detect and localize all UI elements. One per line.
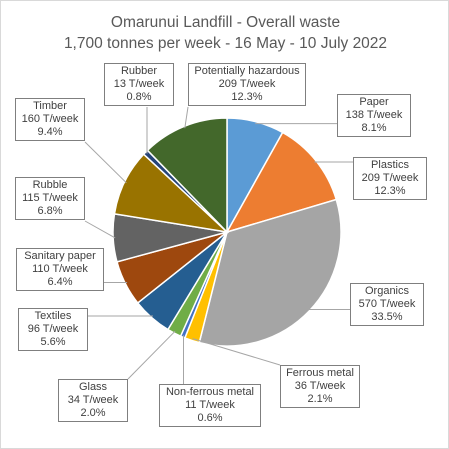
data-label-name: Rubble bbox=[32, 179, 68, 191]
data-label-value: 13 T/week bbox=[113, 78, 165, 90]
data-label-textiles: Textiles 96 T/week 5.6% bbox=[18, 308, 88, 351]
data-label-name: Paper bbox=[359, 96, 389, 108]
data-label-name: Non-ferrous metal bbox=[165, 386, 255, 398]
data-label-name: Textiles bbox=[34, 310, 72, 322]
data-label-name: Timber bbox=[33, 100, 67, 112]
data-label-percent: 8.1% bbox=[361, 122, 387, 134]
data-label-value: 160 T/week bbox=[21, 113, 79, 125]
data-label-rubber: Rubber 13 T/week 0.8% bbox=[104, 63, 174, 106]
data-label-non-ferrous-metal: Non-ferrous metal 11 T/week 0.6% bbox=[159, 384, 261, 427]
pie-slice-potentially-hazardous bbox=[146, 117, 228, 234]
data-label-value: 110 T/week bbox=[32, 263, 88, 275]
data-label-value: 34 T/week bbox=[67, 394, 119, 406]
data-label-name: Rubber bbox=[120, 65, 158, 77]
data-label-percent: 6.4% bbox=[47, 276, 73, 288]
data-label-name: Potentially hazardous bbox=[194, 65, 300, 77]
pie-slice-organics bbox=[198, 198, 342, 347]
data-label-name: Organics bbox=[364, 285, 410, 297]
data-label-potentially-hazardous: Potentially hazardous 209 T/week 12.3% bbox=[188, 63, 306, 106]
data-label-timber: Timber 160 T/week 9.4% bbox=[15, 98, 85, 141]
data-label-value: 209 T/week bbox=[361, 172, 419, 184]
chart-subtitle: 1,700 tonnes per week - 16 May - 10 July… bbox=[63, 35, 388, 52]
data-label-percent: 12.3% bbox=[374, 185, 406, 197]
data-label-name: Ferrous metal bbox=[286, 367, 354, 379]
data-label-percent: 0.6% bbox=[197, 412, 223, 424]
data-label-value: 570 T/week bbox=[358, 298, 416, 310]
data-label-name: Sanitary paper bbox=[24, 250, 96, 262]
data-label-value: 138 T/week bbox=[345, 109, 403, 121]
data-label-percent: 0.8% bbox=[126, 91, 152, 103]
data-label-value: 36 T/week bbox=[294, 380, 346, 392]
leader-line bbox=[184, 106, 189, 129]
data-label-percent: 6.8% bbox=[37, 205, 63, 217]
data-label-value: 96 T/week bbox=[27, 323, 79, 335]
data-label-ferrous-metal: Ferrous metal 36 T/week 2.1% bbox=[280, 365, 360, 408]
leader-line bbox=[84, 141, 127, 184]
data-label-percent: 33.5% bbox=[371, 311, 403, 323]
data-label-percent: 12.3% bbox=[231, 91, 263, 103]
data-label-percent: 5.6% bbox=[40, 336, 66, 348]
data-label-name: Glass bbox=[78, 381, 108, 393]
data-label-value: 115 T/week bbox=[22, 192, 78, 204]
data-label-organics: Organics 570 T/week 33.5% bbox=[350, 283, 424, 326]
data-label-sanitary-paper: Sanitary paper 110 T/week 6.4% bbox=[16, 248, 104, 291]
data-label-glass: Glass 34 T/week 2.0% bbox=[58, 379, 128, 422]
data-label-percent: 9.4% bbox=[37, 126, 63, 138]
leader-line bbox=[84, 220, 116, 239]
data-label-value: 209 T/week bbox=[218, 78, 276, 90]
chart-title: Omarunui Landfill - Overall waste bbox=[110, 14, 341, 31]
leader-line bbox=[192, 338, 281, 366]
data-label-plastics: Plastics 209 T/week 12.3% bbox=[353, 157, 427, 200]
data-label-value: 11 T/week bbox=[185, 399, 235, 411]
data-label-percent: 2.1% bbox=[307, 393, 333, 405]
data-label-name: Plastics bbox=[371, 159, 409, 171]
leader-line bbox=[127, 330, 176, 380]
data-label-rubble: Rubble 115 T/week 6.8% bbox=[15, 177, 85, 220]
data-label-paper: Paper 138 T/week 8.1% bbox=[337, 94, 411, 137]
data-label-percent: 2.0% bbox=[80, 407, 106, 419]
